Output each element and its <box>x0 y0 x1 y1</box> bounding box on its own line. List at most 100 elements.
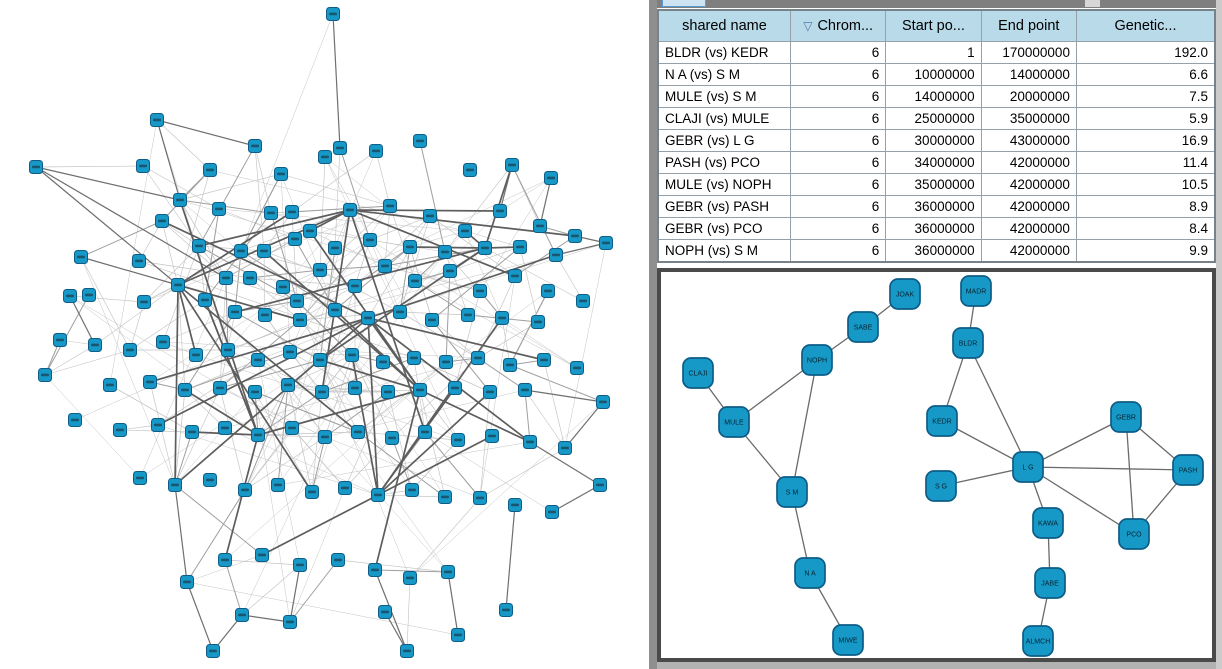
network-node[interactable] <box>369 144 383 158</box>
network-node[interactable] <box>63 289 77 303</box>
network-node[interactable] <box>345 348 359 362</box>
network-edge[interactable] <box>249 277 356 287</box>
network-node[interactable] <box>293 313 307 327</box>
network-node-CLAJI[interactable]: CLAJI <box>682 357 714 389</box>
network-node[interactable] <box>313 263 327 277</box>
network-node[interactable] <box>218 421 232 435</box>
network-node[interactable] <box>276 280 290 294</box>
network-edge[interactable] <box>414 280 469 316</box>
network-node[interactable] <box>541 284 555 298</box>
network-edge[interactable] <box>555 254 584 302</box>
node-shape[interactable] <box>952 327 984 359</box>
network-edge[interactable] <box>174 484 188 583</box>
table-row[interactable]: PASH (vs) PCO 6 34000000 42000000 11.4 <box>657 151 1216 174</box>
network-node[interactable] <box>499 603 513 617</box>
network-node[interactable] <box>178 383 192 397</box>
network-edge[interactable] <box>218 208 296 240</box>
node-shape[interactable] <box>801 344 833 376</box>
filter-funnel-icon[interactable]: ▽ <box>803 19 813 33</box>
network-node[interactable] <box>331 553 345 567</box>
network-node[interactable] <box>361 311 375 325</box>
network-edge[interactable] <box>80 256 179 286</box>
network-node[interactable] <box>463 163 477 177</box>
network-edge[interactable] <box>529 441 601 486</box>
network-edge[interactable] <box>174 317 369 486</box>
network-node[interactable] <box>338 481 352 495</box>
network-edge[interactable] <box>479 177 552 292</box>
network-edge[interactable] <box>186 581 459 636</box>
network-node[interactable] <box>103 378 117 392</box>
network-node[interactable] <box>418 425 432 439</box>
network-node[interactable] <box>168 478 182 492</box>
network-node[interactable] <box>238 483 252 497</box>
network-node[interactable] <box>576 294 590 308</box>
network-edge[interactable] <box>464 230 503 319</box>
network-node[interactable] <box>251 353 265 367</box>
network-node[interactable] <box>74 250 88 264</box>
network-node[interactable] <box>206 644 220 658</box>
network-node[interactable] <box>599 236 613 250</box>
network-node[interactable] <box>328 241 342 255</box>
column-header-shared-name[interactable]: shared name <box>657 9 791 42</box>
network-edge[interactable] <box>311 317 369 493</box>
network-node[interactable] <box>408 274 422 288</box>
network-edge[interactable] <box>444 251 469 316</box>
network-edge[interactable] <box>174 391 256 486</box>
network-node[interactable] <box>531 315 545 329</box>
node-shape[interactable] <box>1012 451 1044 483</box>
network-edge[interactable] <box>479 447 566 499</box>
network-node[interactable] <box>568 229 582 243</box>
network-edge[interactable] <box>351 251 446 356</box>
network-edge[interactable] <box>319 156 326 271</box>
column-header-chromosome[interactable]: ▽ Chrom... <box>789 9 887 42</box>
network-edge[interactable] <box>477 357 526 391</box>
network-node-GEBR[interactable]: GEBR <box>1110 401 1142 433</box>
network-edge[interactable] <box>257 359 449 573</box>
network-node[interactable] <box>218 553 232 567</box>
network-edge[interactable] <box>447 571 459 636</box>
network-edge[interactable] <box>369 215 431 241</box>
network-edge[interactable] <box>377 435 493 496</box>
network-edge[interactable] <box>291 205 391 213</box>
network-node[interactable] <box>264 206 278 220</box>
network-node-SG[interactable]: S G <box>925 470 957 502</box>
network-node[interactable] <box>549 248 563 262</box>
network-edge[interactable] <box>419 389 446 498</box>
network-edge-LG-PASH[interactable] <box>1027 466 1189 471</box>
node-shape[interactable] <box>847 311 879 343</box>
network-node[interactable] <box>518 383 532 397</box>
network-edge[interactable] <box>94 284 179 346</box>
node-shape[interactable] <box>1118 518 1150 550</box>
network-edge[interactable] <box>514 235 576 277</box>
network-edge-GEBR-PCO[interactable] <box>1125 416 1135 535</box>
network-node[interactable] <box>257 244 271 258</box>
network-edge[interactable] <box>311 391 323 493</box>
network-edge[interactable] <box>257 359 301 566</box>
network-edge[interactable] <box>80 256 176 486</box>
network-edge[interactable] <box>257 384 289 436</box>
network-node[interactable] <box>368 563 382 577</box>
network-edge[interactable] <box>349 209 516 277</box>
network-edge[interactable] <box>254 391 359 433</box>
network-edge[interactable] <box>555 242 607 256</box>
network-edge[interactable] <box>444 164 513 253</box>
network-edge[interactable] <box>249 277 301 321</box>
network-node[interactable] <box>156 335 170 349</box>
table-row[interactable]: N A (vs) S M 6 10000000 14000000 6.6 <box>657 63 1216 86</box>
network-node[interactable] <box>171 278 185 292</box>
network-edge[interactable] <box>184 389 259 436</box>
network-node[interactable] <box>198 293 212 307</box>
network-edge[interactable] <box>387 391 413 491</box>
network-edge[interactable] <box>177 284 313 493</box>
network-node[interactable] <box>385 431 399 445</box>
network-edge[interactable] <box>244 436 326 491</box>
node-shape[interactable] <box>925 470 957 502</box>
network-node[interactable] <box>407 351 421 365</box>
table-row[interactable]: MULE (vs) S M 6 14000000 20000000 7.5 <box>657 85 1216 108</box>
network-edge[interactable] <box>161 220 369 319</box>
node-shape[interactable] <box>960 275 992 307</box>
network-node[interactable] <box>180 575 194 589</box>
node-shape[interactable] <box>718 406 750 438</box>
network-edge[interactable] <box>296 300 411 579</box>
network-edge[interactable] <box>334 270 451 311</box>
